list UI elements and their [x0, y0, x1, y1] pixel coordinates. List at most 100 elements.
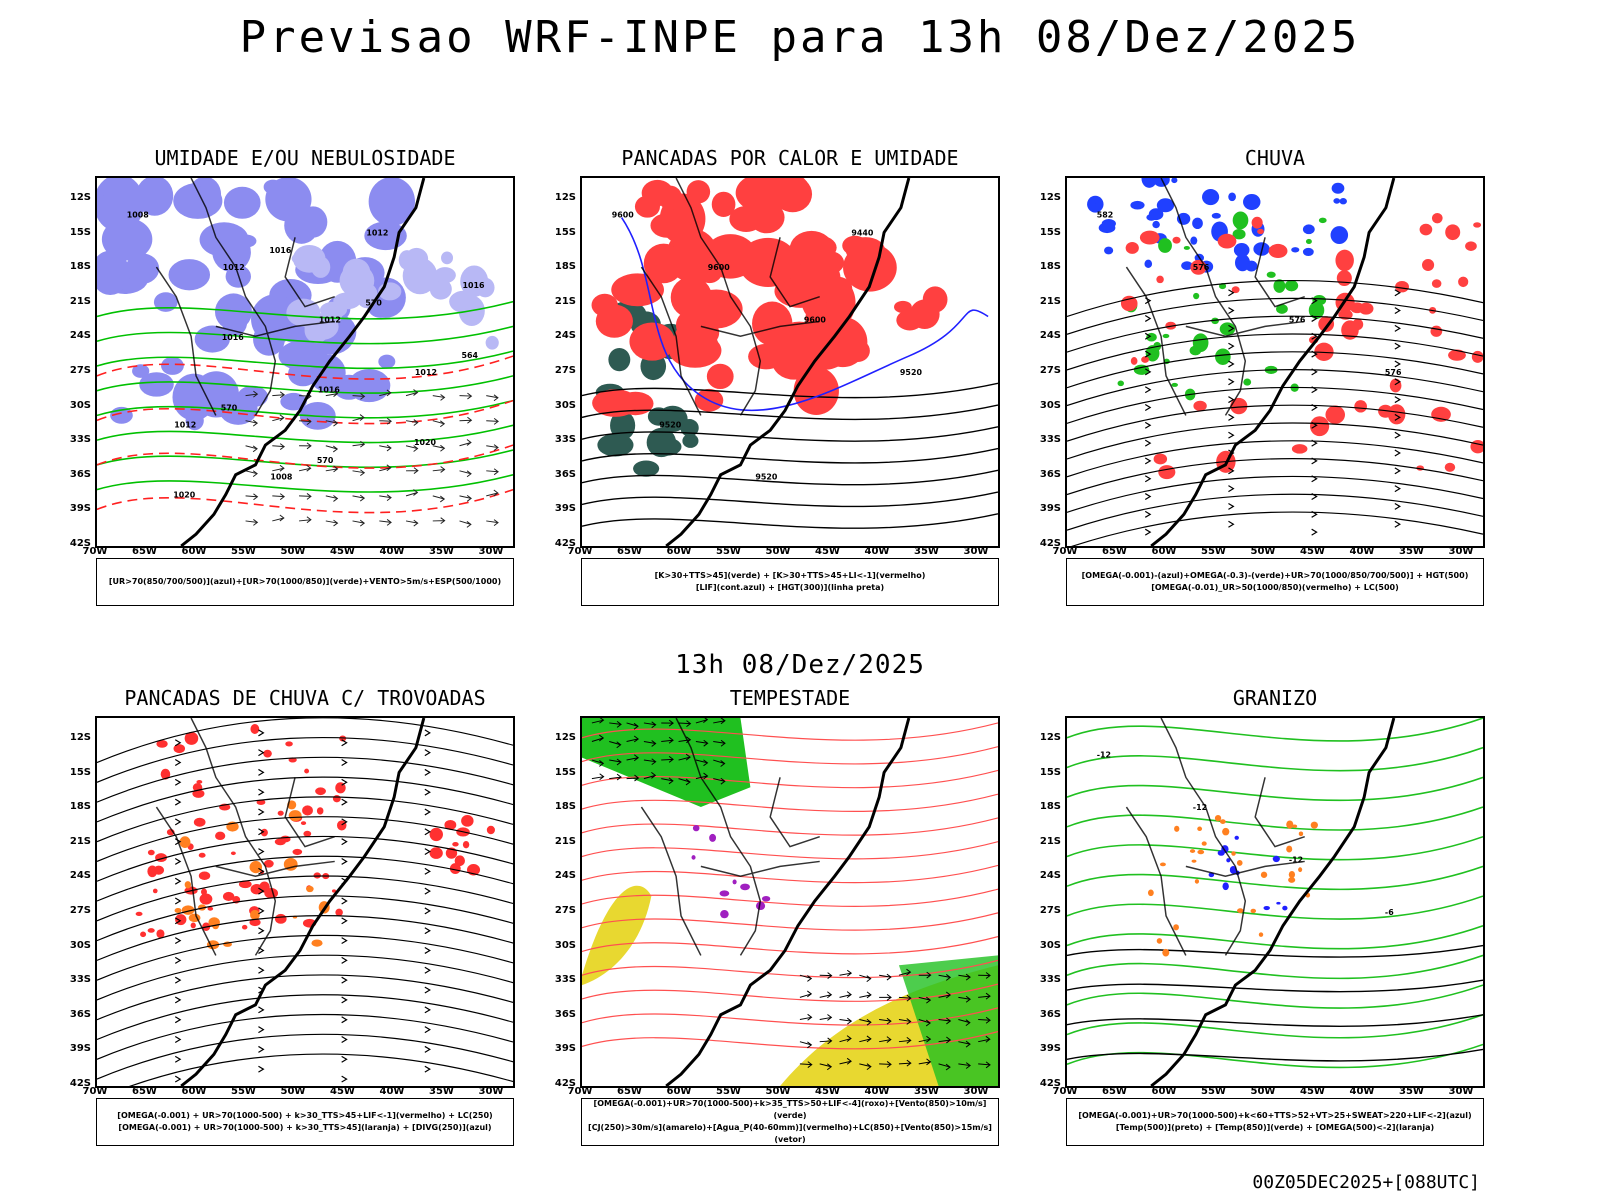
instability-area [696, 259, 723, 284]
streamline-arrow [424, 1045, 431, 1053]
wind-vector [459, 416, 473, 424]
streamline-arrow [174, 778, 182, 786]
wind-vector [245, 419, 259, 427]
humidity-area [125, 253, 160, 284]
wind-vector [486, 394, 499, 402]
streamline-arrow [258, 848, 265, 856]
lat-tick-label: 12S [554, 732, 576, 743]
lon-tick-label: 60W [181, 546, 207, 557]
contour-line [582, 513, 998, 529]
precip-area [1171, 178, 1178, 184]
wind-vector [938, 1017, 952, 1025]
wind-vector [272, 464, 285, 472]
wind-vector [379, 417, 392, 425]
contour-label: 9600 [804, 315, 827, 324]
streamline-arrow [341, 1036, 348, 1043]
streamline-arrow [1394, 307, 1401, 315]
lat-tick-label: 21S [1039, 295, 1061, 307]
lat-tick-label: 39S [554, 503, 576, 515]
thunderstorm-area [156, 739, 168, 748]
contour-label: 1008 [270, 473, 293, 482]
wind-vector [432, 394, 446, 401]
lon-tick-label: 65W [617, 1086, 642, 1097]
streamline-arrow [424, 749, 431, 757]
streamline-arrow [174, 759, 182, 766]
instability-area [680, 419, 699, 437]
humidity-area [434, 267, 456, 284]
streamline-arrow [424, 788, 431, 796]
precip-area [1211, 212, 1221, 219]
streamline-arrow [1228, 378, 1235, 386]
hail-area [1236, 860, 1243, 866]
streamline-arrow [174, 1016, 182, 1024]
lat-tick-label: 39S [554, 1043, 576, 1055]
wind-vector [609, 741, 622, 749]
hail-area [1222, 827, 1230, 836]
contour-line [97, 375, 513, 394]
contour-line [582, 722, 998, 741]
wind-vector [626, 774, 640, 782]
contour-label: 1012 [366, 228, 388, 237]
instability-area [675, 310, 705, 340]
streamline [1067, 315, 1483, 353]
hail-area [1174, 825, 1180, 832]
lat-tick-label: 15S [1039, 226, 1061, 238]
wind-vector [839, 991, 852, 998]
streamline-arrow [1144, 350, 1152, 358]
precip-area [1219, 322, 1236, 336]
wind-vector [819, 1014, 833, 1021]
hail-area [1173, 924, 1179, 931]
humidity-area [339, 264, 375, 298]
thunderstorm-area [285, 741, 293, 747]
wind-vector [958, 1040, 971, 1048]
storm-area [740, 883, 750, 891]
streamline-arrow [174, 976, 182, 984]
legend-line: [OMEGA(-0.01)_UR>50(1000/850)(vermelho) … [1151, 583, 1399, 592]
lat-tick-label: 36S [554, 1008, 576, 1020]
streamline-arrow [341, 956, 348, 964]
streamline-arrow [1144, 368, 1152, 376]
hail-area [1156, 938, 1163, 944]
wind-vector [591, 773, 605, 781]
thunderstorm-area [274, 838, 286, 846]
lat-tick-label: 24S [69, 870, 91, 882]
wind-vector [978, 1016, 991, 1024]
streamline-arrow [1144, 314, 1152, 322]
thunderstorm-area [190, 922, 196, 929]
streamline-arrow [424, 946, 431, 954]
lon-tick-label: 60W [1151, 1086, 1177, 1097]
precip-area [1228, 192, 1236, 202]
precip-area [1302, 224, 1315, 235]
precip-area [1378, 404, 1393, 418]
wind-vector [643, 740, 657, 747]
wind-vector [799, 990, 813, 998]
streamline-arrow [1394, 289, 1401, 297]
contour-line [1067, 944, 1483, 958]
wind-vector [352, 469, 366, 477]
thunderstorm-area [135, 911, 143, 917]
precip-area [1430, 325, 1443, 337]
streamline-arrow [424, 966, 431, 974]
contour-label: 576 [1385, 368, 1402, 377]
precip-area [1162, 333, 1170, 339]
instability-area [668, 333, 722, 368]
streamline-arrow [341, 917, 348, 925]
wind-vector [325, 419, 339, 427]
lon-tick-label: 55W [716, 1086, 741, 1097]
legend-line: [OMEGA(-0.001)+UR>70(1000-500)+k<60+TTS>… [1078, 1111, 1472, 1120]
lon-tick-label: 35W [429, 546, 454, 557]
contour-line [1067, 954, 1483, 980]
precip-area [1130, 357, 1138, 365]
streamline-arrow [174, 818, 182, 826]
panel-title: UMIDADE E/OU NEBULOSIDADE [154, 146, 456, 170]
lat-tick-label: 39S [1039, 1043, 1061, 1055]
precip-area [1158, 465, 1176, 480]
thunderstorm-area [184, 881, 192, 889]
lat-tick-label: 27S [1039, 905, 1061, 916]
hail-area [1229, 866, 1237, 874]
wind-vector [695, 718, 709, 724]
contour-line [97, 444, 513, 469]
thunderstorm-area [230, 851, 236, 856]
streamline-arrow [174, 937, 182, 945]
precip-area [1153, 178, 1170, 187]
